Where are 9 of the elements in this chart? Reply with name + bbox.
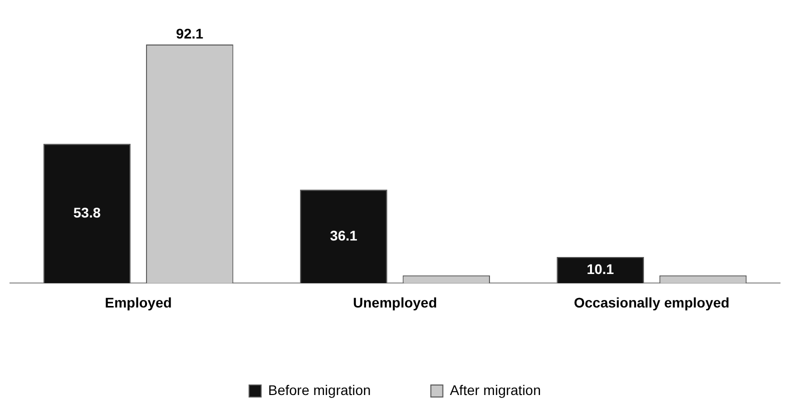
x-tick-label: Employed	[104, 294, 172, 310]
data-label: 10.1	[586, 260, 614, 277]
data-label: 36.1	[330, 227, 358, 244]
legend-label: After migration	[450, 382, 541, 398]
data-label: 92.1	[176, 25, 204, 42]
legend-label: Before migration	[268, 382, 371, 398]
x-tick-label: Occasionally employed	[574, 294, 730, 310]
data-label: 53.8	[73, 204, 101, 220]
x-tick-label: Unemployed	[352, 294, 438, 310]
